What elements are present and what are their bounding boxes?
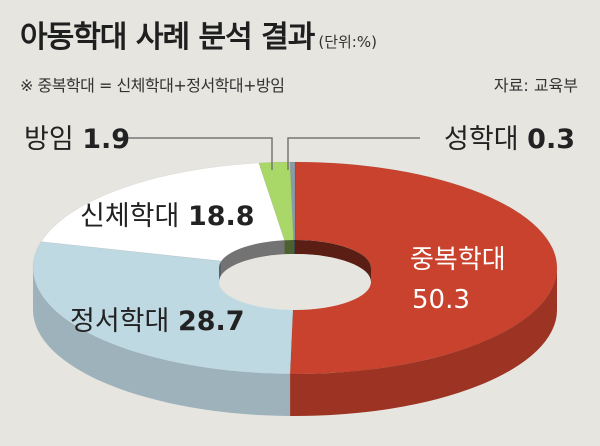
slice-label-정서학대: 정서학대 28.7 — [70, 306, 245, 337]
footnote: ※ 중복학대 = 신체학대+정서학대+방임 — [20, 76, 285, 95]
side-wall-중복학대 — [290, 268, 557, 416]
slice-label-방임: 방임 1.9 — [24, 124, 130, 155]
side-wall-정서학대 — [33, 268, 291, 416]
donut-hole — [219, 240, 371, 310]
inner-wall-신체학대 — [221, 240, 285, 276]
slice-value-중복학대: 50.3 — [412, 285, 470, 315]
title-row: 아동학대 사례 분석 결과 (단위:%) — [20, 12, 377, 56]
leader-방임 — [118, 137, 273, 170]
slice-name-정서학대: 정서학대 — [70, 306, 178, 337]
inner-wall-중복학대 — [295, 240, 371, 282]
slice-value-방임: 1.9 — [82, 124, 130, 155]
slice-labels: 중복학대 50.3 정서학대 28.7 신체학대 18.8 방임 1.9 성학대 0.3 — [24, 124, 575, 337]
slice-value-정서학대: 28.7 — [178, 306, 245, 337]
inner-wall-성학대 — [293, 240, 295, 255]
slice-name-성학대: 성학대 — [444, 124, 527, 155]
slice-value-성학대: 0.3 — [527, 124, 575, 155]
leader-성학대 — [287, 137, 420, 170]
donut-side-walls — [33, 268, 557, 416]
inner-wall-방임 — [284, 240, 294, 255]
slice-name-신체학대: 신체학대 — [80, 201, 188, 232]
slice-중복학대 — [289, 161, 558, 375]
leader-lines — [118, 137, 420, 170]
slice-name-중복학대: 중복학대 — [410, 245, 506, 275]
chart-title: 아동학대 사례 분석 결과 — [20, 20, 315, 55]
source-label: 자료: 교육부 — [493, 76, 578, 95]
slice-label-신체학대: 신체학대 18.8 — [80, 201, 255, 232]
slice-value-신체학대: 18.8 — [188, 201, 255, 232]
slice-name-방임: 방임 — [24, 124, 82, 155]
inner-wall-정서학대 — [219, 261, 222, 282]
slice-label-성학대: 성학대 0.3 — [444, 124, 575, 155]
donut-top-faces — [32, 161, 558, 375]
hole-bottom — [219, 254, 371, 310]
unit-label: (단위:%) — [318, 33, 377, 51]
